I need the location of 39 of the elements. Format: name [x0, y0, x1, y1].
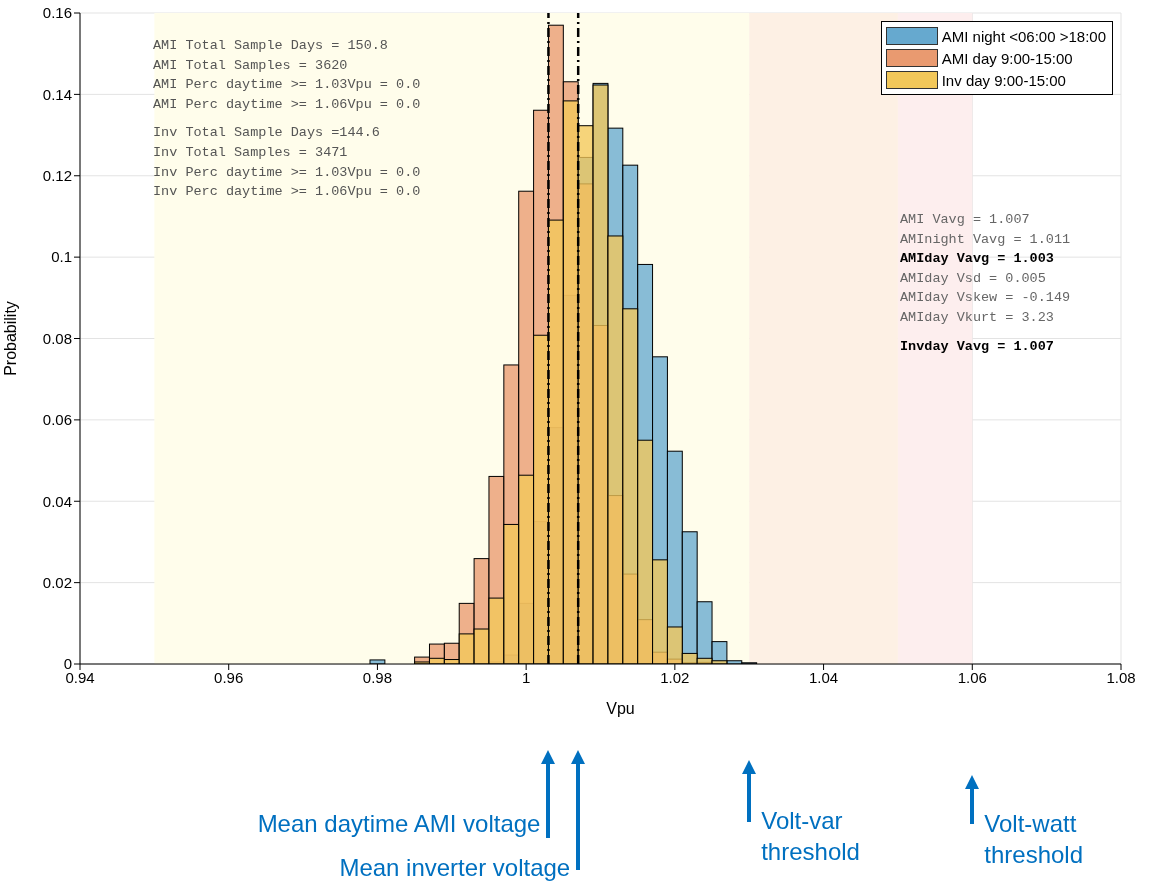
annotation: Inv Perc daytime >= 1.06Vpu = 0.0	[153, 183, 421, 202]
y-tick-label: 0.12	[42, 167, 72, 185]
y-tick-label: 0.08	[42, 329, 72, 347]
annotation: AMI Total Sample Days = 150.8	[153, 37, 389, 55]
legend-label: Inv day 9:00-15:00	[941, 71, 1066, 89]
y-tick-label: 0.16	[42, 4, 72, 22]
legend-label: AMI night <06:00 >18:00	[941, 27, 1106, 45]
annotation: Inv Total Samples = 3471	[153, 143, 349, 162]
annotation: AMI Perc daytime >= 1.06Vpu = 0.0	[153, 95, 421, 114]
annotation: Inv Total Sample Days =144.6	[153, 124, 381, 143]
annotation: AMI Total Samples = 3620	[153, 56, 349, 75]
annotation: AMIday Vkurt = 3.23	[900, 308, 1055, 327]
x-tick-label: 1.08	[1106, 668, 1136, 686]
annotation: AMIday Vskew = -0.149	[900, 289, 1071, 308]
annotation: AMInight Vavg = 1.011	[900, 230, 1071, 249]
x-tick-label: 1.02	[660, 668, 690, 686]
annotation: AMIday Vsd = 0.005	[900, 269, 1047, 288]
x-tick-label: 0.96	[214, 668, 244, 686]
y-tick-label: 0.02	[42, 573, 72, 591]
x-tick-label: 1.06	[957, 668, 987, 686]
x-tick-label: 1	[521, 668, 531, 686]
annotation: Invday Vavg = 1.007	[900, 337, 1055, 356]
annotation: AMI Vavg = 1.007	[900, 211, 1031, 229]
annotation: Inv Perc daytime >= 1.03Vpu = 0.0	[153, 163, 421, 182]
x-axis-title: Vpu	[606, 700, 635, 717]
x-tick-label: 0.98	[362, 668, 393, 686]
y-tick-label: 0.14	[42, 85, 72, 103]
y-tick-label: 0.04	[42, 492, 72, 510]
text: Mean inverter voltage	[338, 853, 571, 883]
text: Volt-var threshold	[761, 806, 861, 867]
annotation: AMI Perc daytime >= 1.03Vpu = 0.0	[153, 76, 421, 95]
annotation: AMIday Vavg = 1.003	[900, 250, 1055, 269]
text: Volt-watt threshold	[984, 809, 1084, 870]
y-axis-title: Probability	[1, 301, 19, 376]
text: Mean daytime AMI voltage	[256, 809, 541, 839]
x-tick-label: 1.04	[808, 668, 839, 686]
y-tick-label: 0.06	[42, 411, 72, 429]
y-tick-label: 0.1	[51, 248, 72, 266]
legend-label: AMI day 9:00-15:00	[941, 49, 1073, 67]
